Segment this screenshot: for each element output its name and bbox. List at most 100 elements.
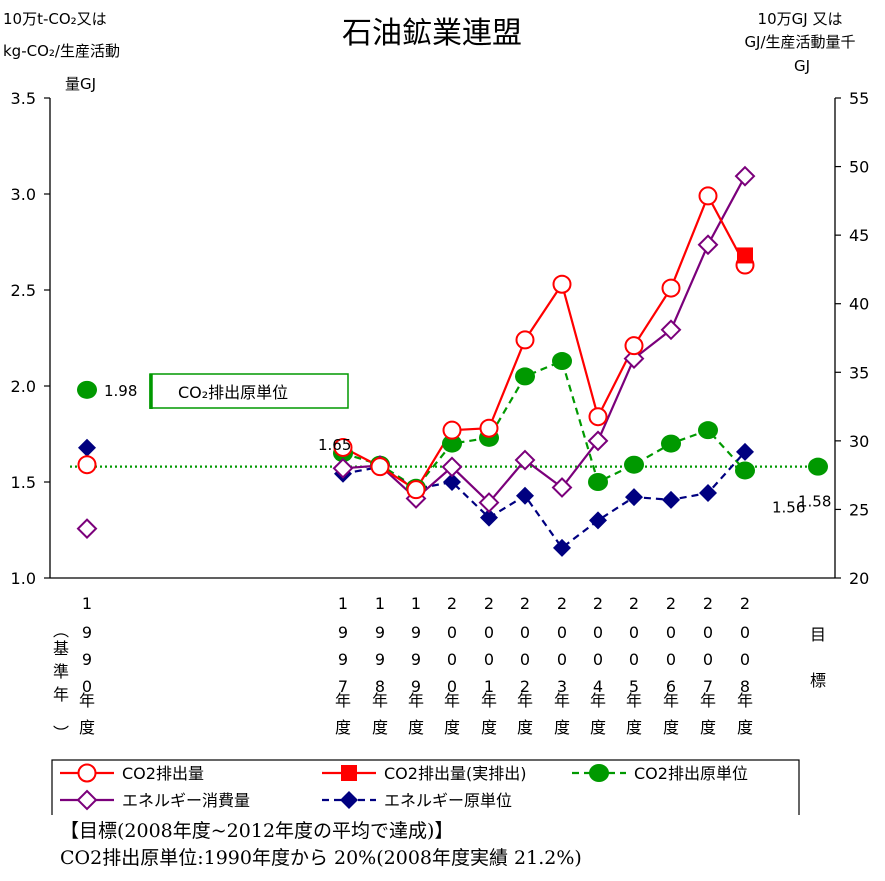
x-label-char: 年 [700, 691, 716, 710]
data-label: 1.58 [798, 493, 831, 511]
x-label-char: 8 [375, 677, 385, 696]
x-label-char: 9 [411, 650, 421, 669]
x-label-char: 2 [666, 594, 676, 613]
x-label-char: 1 [338, 594, 348, 613]
left-tick-label: 2.5 [11, 281, 36, 300]
marker-series-0 [515, 330, 535, 350]
legend-marker [76, 789, 98, 811]
x-label-char: 0 [593, 650, 603, 669]
x-label-char: 2 [593, 594, 603, 613]
x-label-char: 0 [447, 623, 457, 642]
marker-series-0 [370, 457, 390, 477]
x-label-char: 度 [79, 718, 95, 737]
marker-series-4 [443, 473, 461, 491]
marker-series-2 [588, 473, 608, 491]
right-axis-label: 10万GJ 又は GJ/生産活動量千 GJ [744, 10, 855, 75]
legend-item: エネルギー原単位 [322, 791, 512, 810]
marker-series-3 [587, 430, 609, 452]
x-label-char: 年 [590, 691, 606, 710]
marker-series-1 [737, 247, 753, 264]
x-label-char: 度 [737, 718, 753, 737]
left-axis-label-line: 量GJ [65, 75, 96, 93]
marker-series-0 [661, 278, 681, 298]
data-label: 1.98 [104, 382, 137, 400]
right-axis-label-line: GJ [794, 57, 810, 75]
x-label-char: 度 [590, 718, 606, 737]
x-label-char: 2 [447, 594, 457, 613]
x-label-char: 9 [82, 623, 92, 642]
x-label-char: 2 [740, 594, 750, 613]
legend-label: CO2排出原単位 [634, 764, 748, 783]
x-label-char: 年 [372, 691, 388, 710]
x-label-char: 1 [82, 594, 92, 613]
marker-series-3 [697, 234, 719, 256]
x-label-char: 0 [520, 623, 530, 642]
x-label-char: 年 [335, 691, 351, 710]
x-label-char: 準 [53, 662, 69, 681]
marker-series-3 [478, 492, 500, 513]
marker-series-2 [808, 457, 828, 476]
marker-series-0 [624, 336, 644, 356]
marker-series-0 [333, 437, 353, 457]
x-label-char: 度 [372, 718, 388, 737]
marker-series-2 [698, 421, 718, 440]
legend-label: CO2排出量(実排出) [384, 764, 526, 783]
marker-series-4 [553, 538, 571, 557]
x-label-char: 度 [554, 718, 570, 737]
target-note-line2: CO2排出原単位:1990年度から 20%(2008年度実績 21.2%) [60, 847, 582, 869]
series-markers [76, 165, 828, 557]
marker-series-3 [441, 456, 463, 478]
left-axis-label-line: kg-CO₂/生産活動 [3, 42, 120, 60]
legend-label: エネルギー消費量 [122, 791, 250, 810]
right-tick-label: 30 [849, 432, 869, 451]
marker-series-4 [480, 508, 498, 527]
x-label-char: 年 [79, 691, 95, 710]
left-tick-label: 3.0 [11, 185, 36, 204]
x-label-char: 0 [557, 650, 567, 669]
marker-series-4 [516, 486, 534, 505]
right-tick-label: 50 [849, 158, 869, 177]
right-tick-label: 55 [849, 89, 869, 108]
legend-marker [589, 764, 609, 782]
x-label-char: 度 [517, 718, 533, 737]
marker-series-3 [734, 165, 756, 187]
x-label-char: 9 [375, 623, 385, 642]
legend-item: CO2排出量(実排出) [322, 764, 526, 783]
legend-marker [77, 763, 97, 783]
axes [49, 98, 836, 579]
x-label-char: 2 [557, 594, 567, 613]
x-label-char: 1 [375, 594, 385, 613]
x-label-char: 度 [663, 718, 679, 737]
marker-series-0 [479, 418, 499, 438]
annotation-box: CO₂排出原単位 [149, 373, 349, 409]
right-tick-label: 45 [849, 226, 869, 245]
left-tick-label: 2.0 [11, 377, 36, 396]
x-label-char: 8 [740, 677, 750, 696]
x-label-char: 2 [629, 594, 639, 613]
left-tick-label: 3.5 [11, 89, 36, 108]
x-label-char: 7 [703, 677, 713, 696]
marker-series-4 [78, 438, 96, 457]
marker-series-0 [698, 186, 718, 206]
x-label-char: 度 [481, 718, 497, 737]
x-label-char: 0 [703, 623, 713, 642]
x-label-char: 0 [703, 650, 713, 669]
marker-series-3 [623, 348, 645, 369]
marker-series-4 [589, 511, 607, 530]
x-label-char: ︶ [53, 724, 69, 743]
marker-series-0 [588, 407, 608, 427]
left-axis-label-line: 10万t-CO₂又は [3, 10, 107, 28]
x-label-char: 年 [626, 691, 642, 710]
series-line-3 [342, 175, 746, 505]
x-label-char: 0 [666, 623, 676, 642]
target-note-line1: 【目標(2008年度~2012年度の平均で達成)】 [60, 820, 454, 842]
x-label-char: 0 [666, 650, 676, 669]
x-label-char: 2 [520, 677, 530, 696]
legend-frame [51, 759, 800, 815]
x-label-char: 9 [338, 623, 348, 642]
x-label-char: 0 [520, 650, 530, 669]
marker-series-0 [406, 480, 426, 500]
x-label-char: 2 [520, 594, 530, 613]
